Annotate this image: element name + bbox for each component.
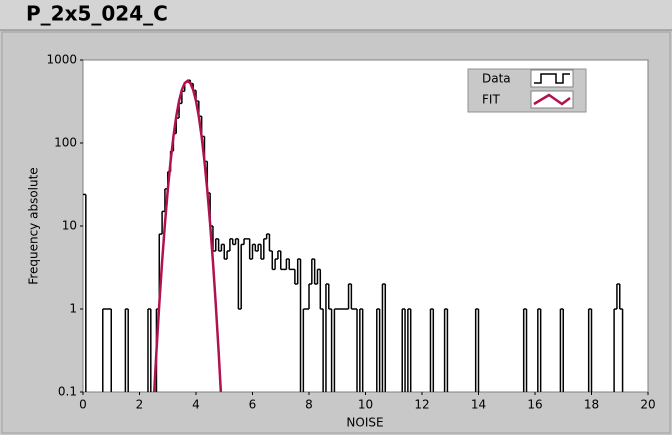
x-tick-label: 0: [79, 398, 87, 412]
x-tick-label: 2: [136, 398, 144, 412]
y-tick-label: 10: [62, 219, 77, 233]
legend: Data FIT: [467, 68, 587, 113]
y-tick-label: 1: [69, 302, 77, 316]
x-tick-label: 10: [358, 398, 373, 412]
legend-swatch: [533, 93, 571, 106]
x-tick-label: 18: [584, 398, 599, 412]
x-tick-label: 8: [305, 398, 313, 412]
legend-swatch-box: [530, 69, 574, 88]
y-tick-label: 0.1: [58, 385, 77, 399]
x-tick-label: 16: [527, 398, 542, 412]
legend-label: FIT: [482, 93, 500, 107]
x-tick-label: 12: [414, 398, 429, 412]
fit-line: [152, 79, 223, 392]
plot-marks: [83, 79, 624, 392]
x-tick-label: 20: [640, 398, 655, 412]
x-tick-label: 14: [471, 398, 486, 412]
x-tick-label: 4: [192, 398, 200, 412]
title-bar: [0, 0, 672, 30]
x-axis-label: NOISE: [346, 416, 383, 430]
chart-title: P_2x5_024_C: [26, 2, 168, 26]
y-tick-label: 1000: [46, 53, 77, 67]
legend-swatch: [534, 73, 570, 84]
y-axis-label: Frequency absolute: [27, 167, 41, 284]
x-tick-label: 6: [249, 398, 257, 412]
y-tick-label: 100: [54, 136, 77, 150]
legend-label: Data: [482, 72, 511, 86]
